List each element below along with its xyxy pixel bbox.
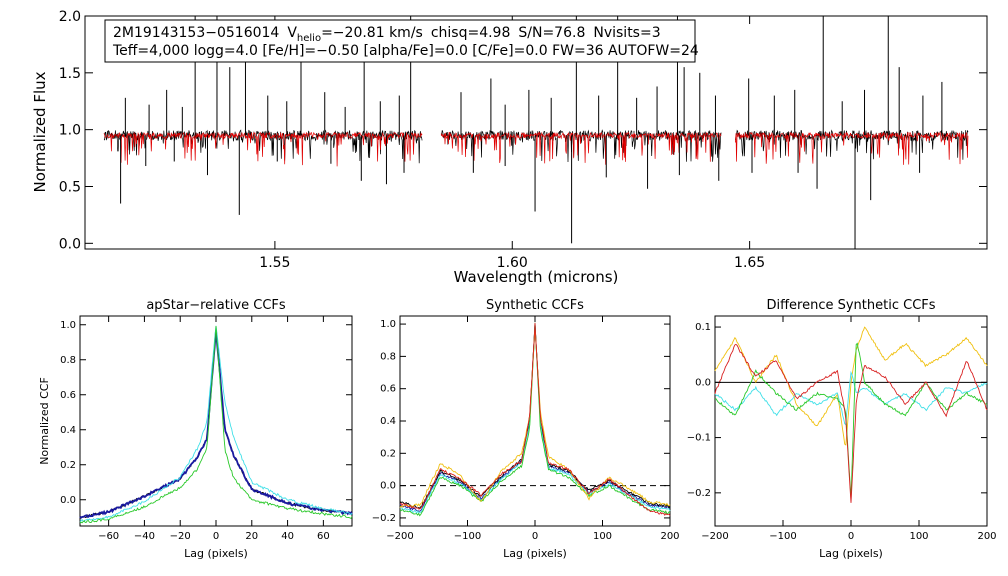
y-tick-label: 0.2: [380, 448, 396, 459]
y-tick-label: 0.2: [60, 460, 76, 471]
x-tick-label: −40: [134, 531, 155, 542]
observed-spectrum-green-chip: [440, 129, 722, 163]
ccf-line-cyan: [79, 325, 353, 523]
vhelio-symbol: V: [287, 25, 297, 41]
y-tick-label: 0.0: [695, 377, 711, 388]
x-tick-label: 200: [977, 531, 996, 542]
y-tick-label: 0.0: [59, 236, 81, 252]
x-tick-label: 1.65: [734, 255, 765, 271]
nvisits-value: Nvisits=3: [593, 25, 660, 41]
x-tick-label: 60: [317, 531, 330, 542]
observed-spectrum-red-chip: [735, 129, 969, 160]
ccf-line-yellow: [714, 326, 988, 446]
ccf-line-cyan: [714, 370, 988, 426]
spectrum-x-axis-title: Wavelength (microns): [454, 268, 619, 286]
y-tick-label: 2.0: [59, 9, 81, 25]
model-spectrum-blue-chip: [103, 131, 423, 167]
difference-ccf-title: Difference Synthetic CCFs: [766, 298, 935, 313]
difference-ccf-panel: −200 −100 0 100 200 −0.2 −0.1 0.0 0.1 Difference…: [687, 298, 997, 560]
x-tick-label: 100: [593, 531, 612, 542]
difference-ccf-marks: [714, 326, 988, 503]
synthetic-ccf-frame: [399, 315, 671, 527]
x-tick-label: −200: [701, 531, 728, 542]
y-tick-label: 0.4: [380, 416, 396, 427]
x-tick-label: 0: [532, 531, 538, 542]
apstar-ccf-x-axis-title: Lag (pixels): [184, 547, 248, 560]
spectrum-y-axis-title: Normalized Flux: [31, 71, 49, 192]
spectrum-info-params: Teff=4,000 logg=4.0 [Fe/H]=−0.50 [alpha/…: [112, 43, 699, 59]
apstar-ccf-y-axis-title: Normalized CCF: [38, 377, 51, 465]
x-tick-label: −100: [769, 531, 796, 542]
y-tick-label: 0.0: [380, 481, 396, 492]
ccf-line-green: [399, 322, 671, 517]
synthetic-ccf-title: Synthetic CCFs: [486, 298, 584, 313]
y-tick-label: 1.0: [380, 319, 396, 330]
x-tick-label: 1.55: [259, 255, 290, 271]
apstar-ccf-ticks: −60 −40 −20 0 20 40 60 0.0 0.2 0.4 0.6 0.8 1.0: [60, 316, 352, 542]
y-tick-label: 0.8: [60, 355, 76, 366]
chisq-value: chisq=4.98: [431, 25, 511, 41]
y-tick-label: 0.0: [60, 495, 76, 506]
y-tick-label: 0.5: [59, 179, 81, 195]
synthetic-ccf-marks: [399, 322, 671, 517]
x-tick-label: 0: [213, 531, 219, 542]
apstar-ccf-title: apStar−relative CCFs: [146, 298, 286, 313]
y-tick-label: 0.8: [380, 351, 396, 362]
model-spectrum-green-chip: [440, 131, 722, 165]
y-tick-label: −0.2: [687, 488, 711, 499]
x-tick-label: 1.60: [497, 255, 528, 271]
x-tick-label: −200: [386, 531, 413, 542]
x-tick-label: 200: [660, 531, 679, 542]
x-tick-label: 20: [245, 531, 258, 542]
y-tick-label: 1.0: [60, 320, 76, 331]
x-tick-label: −60: [98, 531, 119, 542]
vhelio-subscript: helio: [297, 33, 321, 44]
y-tick-label: 0.4: [60, 425, 76, 436]
vhelio-value: =−20.81 km/s: [321, 25, 423, 41]
ccf-line-red: [400, 322, 671, 516]
y-tick-label: 0.1: [695, 322, 711, 333]
spectrum-ticks: 1.55 1.60 1.65 0.0 0.5 1.0 1.5 2.0: [59, 9, 987, 271]
synthetic-ccf-x-axis-title: Lag (pixels): [503, 547, 567, 560]
x-tick-label: −100: [454, 531, 481, 542]
synthetic-ccf-ticks: −200 −100 0 100 200 −0.2 0.0 0.2 0.4 0.6 0.8 1.0: [372, 316, 680, 542]
spectrum-info-line1: 2M19143153−0516014 Vhelio=−20.81 km/s chis…: [113, 25, 661, 44]
x-tick-label: 40: [281, 531, 294, 542]
ccf-line-green: [79, 325, 353, 524]
apstar-ccf-frame: [79, 315, 353, 527]
y-tick-label: 1.5: [59, 66, 81, 82]
y-tick-label: 0.6: [60, 390, 76, 401]
y-tick-label: 1.0: [59, 123, 81, 139]
star-id: 2M19143153−0516014: [113, 25, 279, 41]
x-tick-label: 100: [909, 531, 928, 542]
difference-ccf-ticks: −200 −100 0 100 200 −0.2 −0.1 0.0 0.1: [687, 316, 997, 542]
apstar-ccf-panel: −60 −40 −20 0 20 40 60 0.0 0.2 0.4 0.6 0.8 1.0 apSta…: [38, 298, 353, 560]
y-tick-label: −0.2: [372, 513, 396, 524]
synthetic-ccf-panel: −200 −100 0 100 200 −0.2 0.0 0.2 0.4 0.6 0.8 1.0 Sy…: [372, 298, 680, 560]
y-tick-label: 0.6: [380, 384, 396, 395]
difference-ccf-x-axis-title: Lag (pixels): [819, 547, 883, 560]
spectrum-info-box: [104, 19, 696, 63]
spectrum-panel: 1.55 1.60 1.65 0.0 0.5 1.0 1.5 2.0 Wavelength (…: [31, 9, 988, 286]
x-tick-label: −20: [170, 531, 191, 542]
ccf-line-red: [714, 343, 988, 503]
snr-value: S/N=76.8: [518, 25, 585, 41]
y-tick-label: −0.1: [687, 433, 711, 444]
apstar-ccf-marks: [79, 325, 353, 524]
x-tick-label: 0: [848, 531, 854, 542]
spectrum-marks: [103, 16, 969, 249]
